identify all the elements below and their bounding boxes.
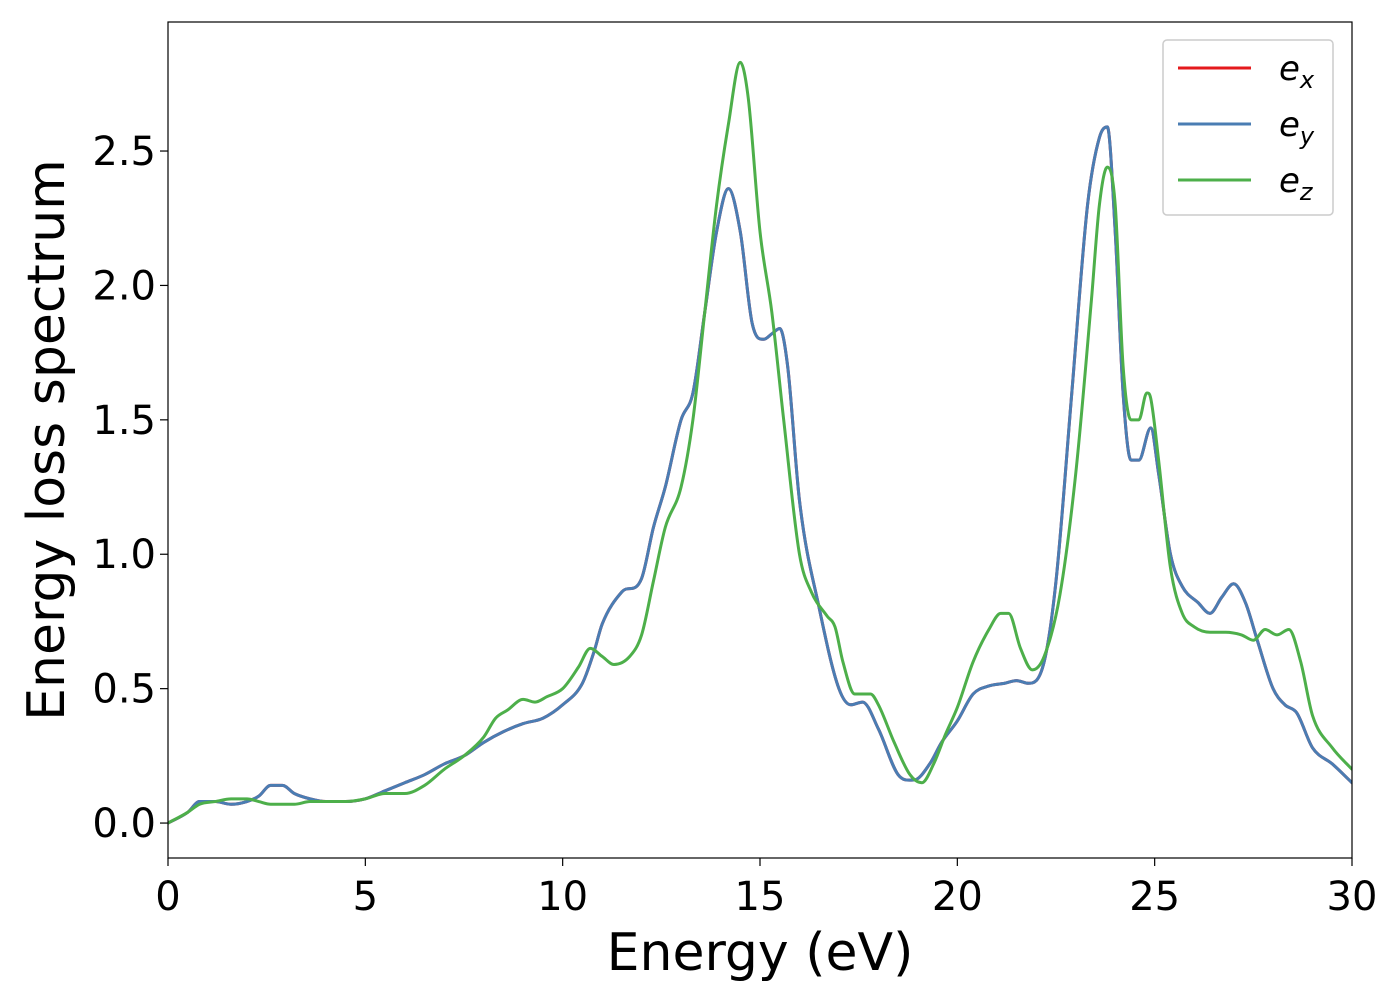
x-tick-label: 5: [353, 874, 378, 920]
series-line-e-z: [168, 60, 1352, 825]
legend-label: ez: [1279, 161, 1314, 206]
x-tick-label: 10: [537, 874, 588, 920]
legend: ex ey ez: [1162, 39, 1334, 216]
y-tick-label: 1.0: [92, 532, 156, 578]
y-tick-label: 2.0: [92, 263, 156, 309]
y-axis-title: Energy loss spectrum: [17, 159, 77, 721]
x-axis-title: Energy (eV): [607, 923, 914, 983]
x-tick-label: 0: [155, 874, 180, 920]
legend-label: ex: [1279, 49, 1315, 94]
legend-box: [1162, 39, 1334, 216]
y-tick-label: 1.5: [92, 398, 156, 444]
x-tick-label: 30: [1327, 874, 1378, 920]
x-tick-label: 15: [735, 874, 786, 920]
y-tick-label: 2.5: [92, 129, 156, 175]
legend-label: ey: [1279, 105, 1315, 150]
series-line-e-y: [168, 125, 1352, 825]
x-axis-ticks: 0 5 10 15 20 25 30: [155, 858, 1377, 920]
x-tick-label: 20: [932, 874, 983, 920]
x-tick-label: 25: [1129, 874, 1180, 920]
plot-lines: [168, 60, 1352, 825]
y-axis-ticks: 0.0 0.5 1.0 1.5 2.0 2.5: [92, 129, 168, 847]
y-tick-label: 0.5: [92, 667, 156, 713]
y-tick-label: 0.0: [92, 801, 156, 847]
